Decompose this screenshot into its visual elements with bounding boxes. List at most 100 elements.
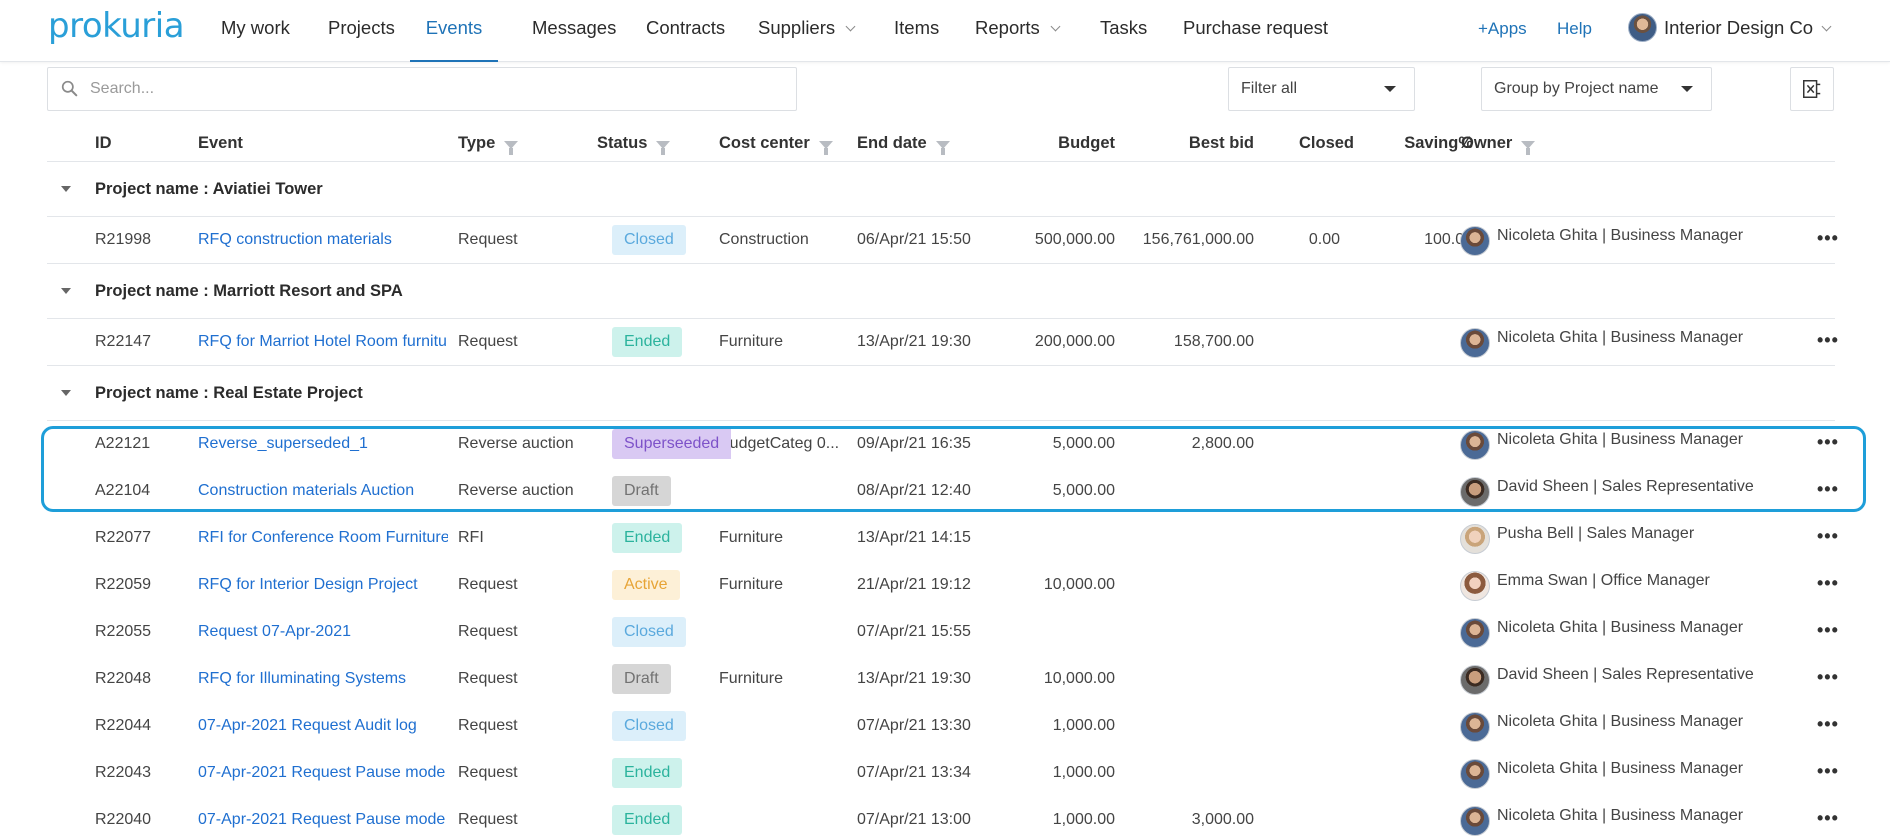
column-header-status[interactable]: Status	[597, 134, 671, 155]
cell-type: Request	[458, 811, 518, 828]
group-by-dropdown-value: Group by Project name	[1494, 80, 1659, 97]
table-row[interactable]: R22043 07-Apr-2021 Request Pause mode Requ…	[47, 750, 1838, 797]
prokuria-logo[interactable]: prokuria	[48, 6, 185, 46]
table-row[interactable]: R22040 07-Apr-2021 Request Pause mode Requ…	[47, 797, 1838, 839]
more-actions-icon[interactable]: •••	[1817, 667, 1839, 687]
column-header-end-date[interactable]: End date	[857, 134, 950, 155]
collapse-triangle-icon[interactable]	[61, 186, 71, 192]
user-avatar[interactable]	[1628, 13, 1657, 42]
table-row[interactable]: A22121 Reverse_superseded_1 Reverse auctio…	[47, 421, 1838, 468]
cell-budget: 10,000.00	[1043, 670, 1115, 687]
cell-owner: Nicoleta Ghita | Business Manager	[1497, 329, 1744, 346]
filter-dropdown[interactable]: Filter all	[1228, 67, 1415, 111]
filter-funnel-icon[interactable]	[935, 141, 950, 155]
more-actions-icon[interactable]: •••	[1817, 228, 1839, 248]
table-row[interactable]: R22048 RFQ for Illuminating Systems Reques…	[47, 656, 1838, 703]
search-input[interactable]	[90, 68, 790, 110]
table-row[interactable]: A22104 Construction materials Auction Reve…	[47, 468, 1838, 515]
cell-closed: 0.00	[1308, 231, 1340, 248]
table-row[interactable]: R22055 Request 07-Apr-2021 Request 07/Apr/2…	[47, 609, 1838, 656]
cell-event-link[interactable]: Request 07-Apr-2021	[198, 623, 351, 640]
cell-best-bid: 3,000.00	[1191, 811, 1254, 828]
nav-my-work[interactable]: My work	[221, 17, 290, 38]
filter-funnel-icon[interactable]	[504, 141, 519, 155]
user-menu[interactable]: Interior Design Co	[1664, 0, 1832, 62]
cell-budget: 5,000.00	[1052, 482, 1115, 499]
group-header-real-estate-project[interactable]: Project name : Real Estate Project	[47, 367, 1835, 421]
more-actions-icon[interactable]: •••	[1817, 620, 1839, 640]
cell-type: RFI	[458, 529, 484, 546]
nav-projects[interactable]: Projects	[328, 17, 395, 38]
status-badge: Closed	[612, 225, 686, 255]
column-header-budget[interactable]: Budget	[1058, 134, 1115, 152]
column-header-event[interactable]: Event	[198, 134, 243, 152]
cell-end-date: 07/Apr/21 13:34	[857, 764, 971, 781]
more-actions-icon[interactable]: •••	[1817, 573, 1839, 593]
filter-funnel-icon[interactable]	[818, 141, 833, 155]
nav-contracts[interactable]: Contracts	[646, 17, 726, 38]
user-company-name: Interior Design Co	[1664, 17, 1814, 38]
more-actions-icon[interactable]: •••	[1817, 808, 1839, 828]
filter-funnel-icon[interactable]	[656, 141, 671, 155]
column-header-type[interactable]: Type	[458, 134, 519, 155]
more-actions-icon[interactable]: •••	[1817, 330, 1839, 350]
cell-owner: Nicoleta Ghita | Business Manager	[1497, 619, 1744, 636]
table-row[interactable]: R21998 RFQ construction materials Request C…	[47, 217, 1838, 264]
cell-event-link[interactable]: Construction materials Auction	[198, 482, 415, 499]
nav-reports[interactable]: Reports	[975, 0, 1061, 62]
cell-event-link[interactable]: RFQ for Interior Design Project	[198, 576, 418, 593]
more-actions-icon[interactable]: •••	[1817, 479, 1839, 499]
filter-funnel-icon[interactable]	[1521, 141, 1536, 155]
column-header-cost-center[interactable]: Cost center	[719, 134, 833, 155]
table-row[interactable]: R22077 RFI for Conference Room Furniture R…	[47, 515, 1838, 562]
more-actions-icon[interactable]: •••	[1817, 526, 1839, 546]
nav-suppliers[interactable]: Suppliers	[758, 0, 856, 62]
nav-items[interactable]: Items	[894, 17, 940, 38]
status-badge: Closed	[612, 711, 686, 741]
nav-suppliers-label: Suppliers	[758, 17, 836, 38]
cell-cost-center: Furniture	[719, 576, 784, 593]
more-actions-icon[interactable]: •••	[1817, 432, 1839, 452]
cell-event-link[interactable]: 07-Apr-2021 Request Pause mode	[198, 764, 446, 781]
table-row[interactable]: R22147 RFQ for Marriot Hotel Room furnitu…	[47, 319, 1838, 366]
cell-event-link[interactable]: RFQ for Marriot Hotel Room furniture	[198, 333, 448, 350]
apps-link[interactable]: +Apps	[1478, 19, 1527, 38]
column-header-type-label: Type	[458, 134, 496, 152]
help-link[interactable]: Help	[1557, 19, 1592, 38]
cell-budget: 1,000.00	[1052, 811, 1115, 828]
nav-events[interactable]: Events	[410, 0, 498, 62]
cell-event-link[interactable]: Reverse_superseded_1	[198, 435, 368, 452]
cell-event-link[interactable]: 07-Apr-2021 Request Pause mode	[198, 811, 446, 828]
column-header-saving[interactable]: Saving%	[1404, 134, 1473, 152]
group-header-marriott-resort[interactable]: Project name : Marriott Resort and SPA	[47, 265, 1835, 319]
cell-end-date: 07/Apr/21 15:55	[857, 623, 971, 640]
nav-purchase-request[interactable]: Purchase request	[1183, 17, 1329, 38]
status-badge: Draft	[612, 476, 671, 506]
cell-cost-center: Furniture	[719, 529, 784, 546]
cell-event-link[interactable]: RFI for Conference Room Furniture	[198, 529, 448, 546]
nav-tasks[interactable]: Tasks	[1100, 17, 1148, 38]
column-header-closed[interactable]: Closed	[1298, 134, 1354, 152]
nav-messages[interactable]: Messages	[532, 17, 617, 38]
cell-event-link[interactable]: RFQ construction materials	[198, 231, 392, 248]
column-header-end-date-label: End date	[857, 134, 927, 152]
export-excel-button[interactable]	[1790, 67, 1834, 111]
group-header-aviatiei-tower[interactable]: Project name : Aviatiei Tower	[47, 163, 1835, 217]
cell-event-link[interactable]: 07-Apr-2021 Request Audit log	[198, 717, 417, 734]
collapse-triangle-icon[interactable]	[61, 390, 71, 396]
column-header-owner[interactable]: Owner	[1461, 134, 1536, 155]
cell-budget: 10,000.00	[1043, 576, 1115, 593]
column-header-id[interactable]: ID	[95, 134, 112, 152]
cell-best-bid: 2,800.00	[1191, 435, 1254, 452]
owner-avatar	[1460, 328, 1490, 358]
table-row[interactable]: R22059 RFQ for Interior Design Project Req…	[47, 562, 1838, 609]
cell-event-link[interactable]: RFQ for Illuminating Systems	[198, 670, 407, 687]
table-row[interactable]: R22044 07-Apr-2021 Request Audit log Reque…	[47, 703, 1838, 750]
group-by-dropdown[interactable]: Group by Project name	[1481, 67, 1712, 111]
more-actions-icon[interactable]: •••	[1817, 761, 1839, 781]
more-actions-icon[interactable]: •••	[1817, 714, 1839, 734]
column-header-best-bid[interactable]: Best bid	[1188, 134, 1254, 152]
collapse-triangle-icon[interactable]	[61, 288, 71, 294]
cell-id: R22077	[95, 529, 152, 546]
cell-id: R22147	[95, 333, 152, 350]
